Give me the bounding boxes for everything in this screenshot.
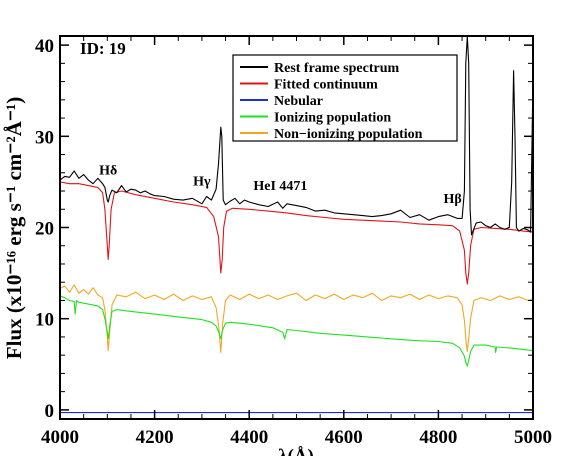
- axes: 4000 4200 4400 4600 4800 5000 0 10 20 30 40: [35, 36, 552, 448]
- series-line-fitted-continuum: [60, 181, 533, 285]
- legend-label: Non−ionizing population: [274, 127, 423, 142]
- x-tick-label: 4600: [325, 427, 363, 448]
- y-tick-label: 20: [35, 219, 54, 240]
- x-tick-label: 5000: [514, 427, 552, 448]
- x-tick-label: 4000: [41, 427, 79, 448]
- x-axis-label: λ(Å): [278, 446, 314, 456]
- series-line-ionizing-population: [60, 295, 533, 367]
- series-line-non-ionizing-population: [60, 284, 533, 353]
- legend-label: Nebular: [274, 94, 323, 109]
- id-label: ID: 19: [80, 39, 126, 58]
- series-line-rest-frame-spectrum: [60, 36, 533, 236]
- x-tick-label: 4200: [136, 427, 174, 448]
- legend: Rest frame spectrum Fitted continuumNebul…: [232, 54, 458, 142]
- y-tick-label: 30: [35, 127, 54, 148]
- x-tick-label: 4800: [419, 427, 457, 448]
- line-annotation: Hδ: [99, 164, 117, 179]
- x-tick-label: 4400: [230, 427, 268, 448]
- y-tick-label: 10: [35, 310, 54, 331]
- y-tick-label: 0: [45, 401, 55, 422]
- line-annotation: Hβ: [443, 192, 461, 207]
- line-annotation: HeI 4471: [253, 179, 307, 194]
- line-annotations: Hδ Hγ HeI 4471 Hβ: [99, 164, 462, 207]
- line-annotation: Hγ: [193, 175, 211, 190]
- legend-label: Fitted continuum: [274, 78, 378, 93]
- legend-box: [232, 54, 458, 142]
- y-tick-label: 40: [35, 36, 54, 57]
- y-axis-label: Flux (x10⁻¹⁶ erg s⁻¹ cm⁻²Å⁻¹): [2, 97, 26, 359]
- plot-area: [60, 36, 533, 414]
- legend-label: Ionizing population: [274, 111, 391, 126]
- legend-label: Rest frame spectrum: [274, 61, 400, 76]
